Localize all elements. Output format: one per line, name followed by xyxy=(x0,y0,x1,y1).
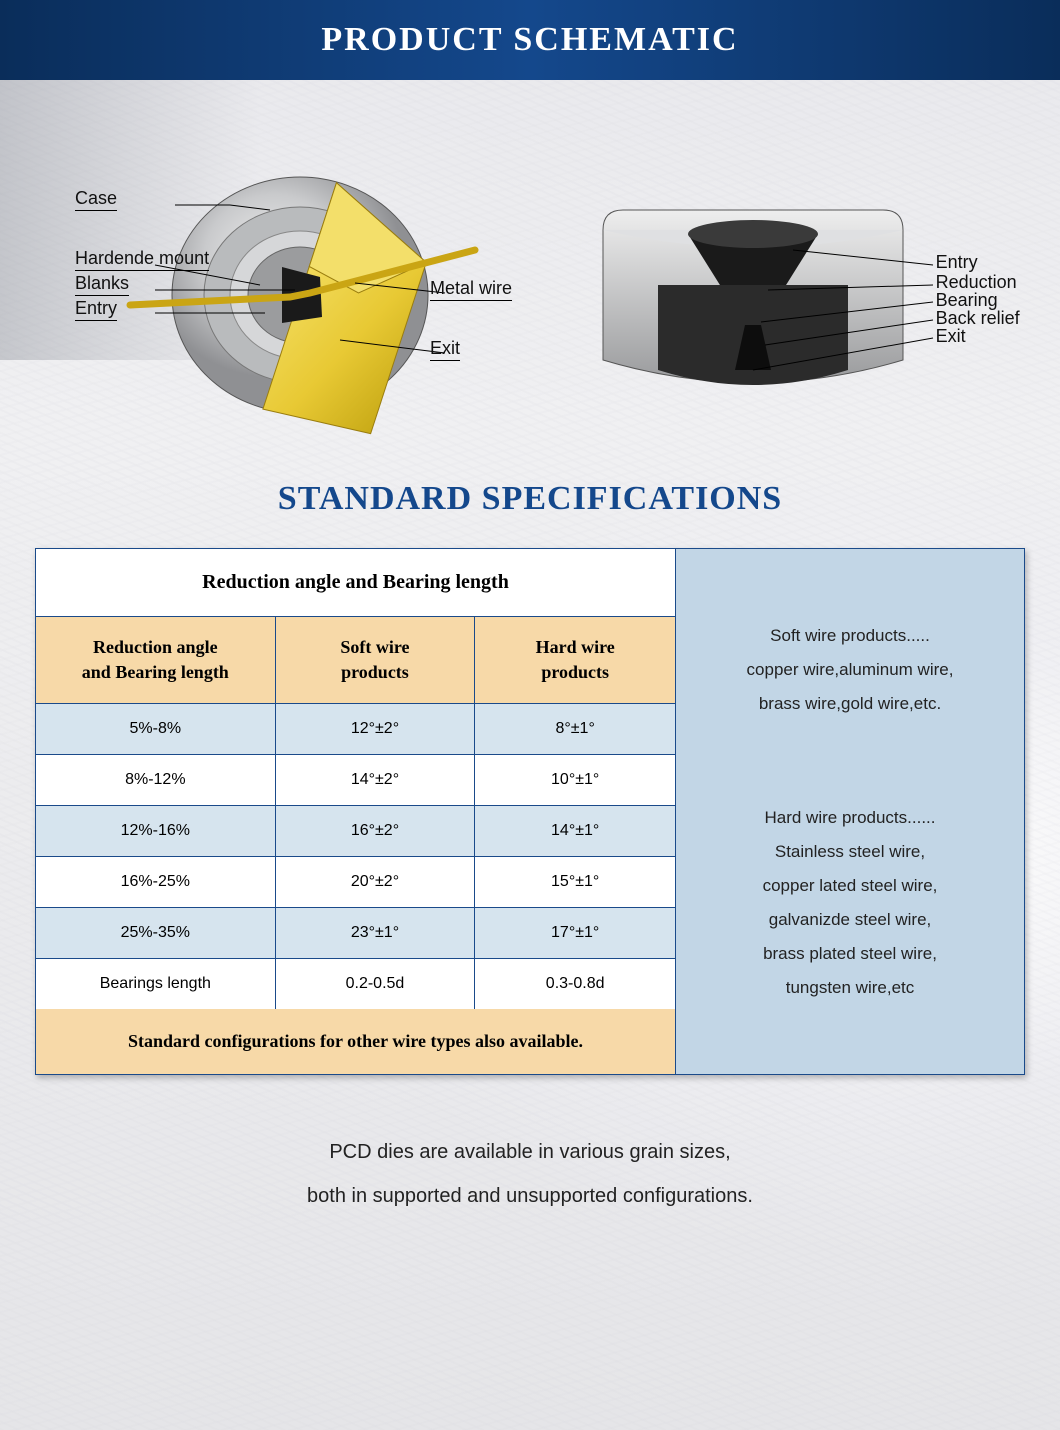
table-row: 12%-16%16°±2°14°±1° xyxy=(36,806,675,857)
soft-wire-line1: copper wire,aluminum wire, xyxy=(696,653,1004,687)
table-cell: 5%-8% xyxy=(36,704,276,754)
table-row: 8%-12%14°±2°10°±1° xyxy=(36,755,675,806)
table-cell: 12%-16% xyxy=(36,806,276,856)
soft-wire-block: Soft wire products..... copper wire,alum… xyxy=(696,619,1004,721)
table-cell: 14°±1° xyxy=(475,806,675,856)
table-cell: 25%-35% xyxy=(36,908,276,958)
label-case: Case xyxy=(75,188,117,211)
table-cell: 10°±1° xyxy=(475,755,675,805)
page-title: PRODUCT SCHEMATIC xyxy=(321,21,738,59)
spec-table-body: 5%-8%12°±2°8°±1°8%-12%14°±2°10°±1°12%-16… xyxy=(36,704,675,1009)
table-cell: 15°±1° xyxy=(475,857,675,907)
hard-wire-heading: Hard wire products...... xyxy=(696,801,1004,835)
col-header-reduction: Reduction angle and Bearing length xyxy=(36,617,276,703)
hard-wire-line2: copper lated steel wire, xyxy=(696,869,1004,903)
table-cell: 0.2-0.5d xyxy=(276,959,476,1009)
die-cross-section-right: Entry Reduction Bearing Back relief Exit xyxy=(578,110,1030,470)
table-row: 25%-35%23°±1°17°±1° xyxy=(36,908,675,959)
hard-wire-line4: brass plated steel wire, xyxy=(696,937,1004,971)
hard-wire-line5: tungsten wire,etc xyxy=(696,971,1004,1005)
schematic-area: Case Hardende mount Blanks Entry Metal w… xyxy=(0,80,1060,470)
table-cell: 8°±1° xyxy=(475,704,675,754)
table-cell: 16°±2° xyxy=(276,806,476,856)
table-cell: Bearings length xyxy=(36,959,276,1009)
bottom-note: PCD dies are available in various grain … xyxy=(0,1130,1060,1218)
label-entry: Entry xyxy=(75,298,117,321)
col-header-soft: Soft wire products xyxy=(276,617,476,703)
label-mount: Hardende mount xyxy=(75,248,209,271)
table-cell: 12°±2° xyxy=(276,704,476,754)
table-cell: 14°±2° xyxy=(276,755,476,805)
label-metal-wire: Metal wire xyxy=(430,278,512,301)
soft-wire-line2: brass wire,gold wire,etc. xyxy=(696,687,1004,721)
table-cell: 0.3-0.8d xyxy=(475,959,675,1009)
table-cell: 8%-12% xyxy=(36,755,276,805)
label-blanks: Blanks xyxy=(75,273,129,296)
col-header-hard: Hard wire products xyxy=(475,617,675,703)
table-cell: 17°±1° xyxy=(475,908,675,958)
table-row: 16%-25%20°±2°15°±1° xyxy=(36,857,675,908)
soft-wire-heading: Soft wire products..... xyxy=(696,619,1004,653)
label-exit: Exit xyxy=(430,338,460,361)
table-row: Bearings length0.2-0.5d0.3-0.8d xyxy=(36,959,675,1009)
table-row: 5%-8%12°±2°8°±1° xyxy=(36,704,675,755)
bottom-line1: PCD dies are available in various grain … xyxy=(0,1130,1060,1174)
hard-wire-block: Hard wire products...... Stainless steel… xyxy=(696,801,1004,1005)
label-exit-r: Exit xyxy=(936,326,966,347)
bottom-line2: both in supported and unsupported config… xyxy=(0,1174,1060,1218)
spec-table-caption: Reduction angle and Bearing length xyxy=(36,549,675,617)
label-entry-r: Entry xyxy=(936,252,978,273)
spec-section-title: STANDARD SPECIFICATIONS xyxy=(0,480,1060,518)
hard-wire-line3: galvanizde steel wire, xyxy=(696,903,1004,937)
wire-types-side-panel: Soft wire products..... copper wire,alum… xyxy=(676,549,1024,1074)
spec-table: Reduction angle and Bearing length Reduc… xyxy=(36,549,676,1074)
die-cutaway-left: Case Hardende mount Blanks Entry Metal w… xyxy=(30,110,578,470)
table-cell: 20°±2° xyxy=(276,857,476,907)
table-cell: 16%-25% xyxy=(36,857,276,907)
hard-wire-line1: Stainless steel wire, xyxy=(696,835,1004,869)
spec-panel: Reduction angle and Bearing length Reduc… xyxy=(35,548,1025,1075)
table-cell: 23°±1° xyxy=(276,908,476,958)
spec-table-header-row: Reduction angle and Bearing length Soft … xyxy=(36,617,675,704)
spec-table-footer: Standard configurations for other wire t… xyxy=(36,1009,675,1074)
page-title-bar: PRODUCT SCHEMATIC xyxy=(0,0,1060,80)
